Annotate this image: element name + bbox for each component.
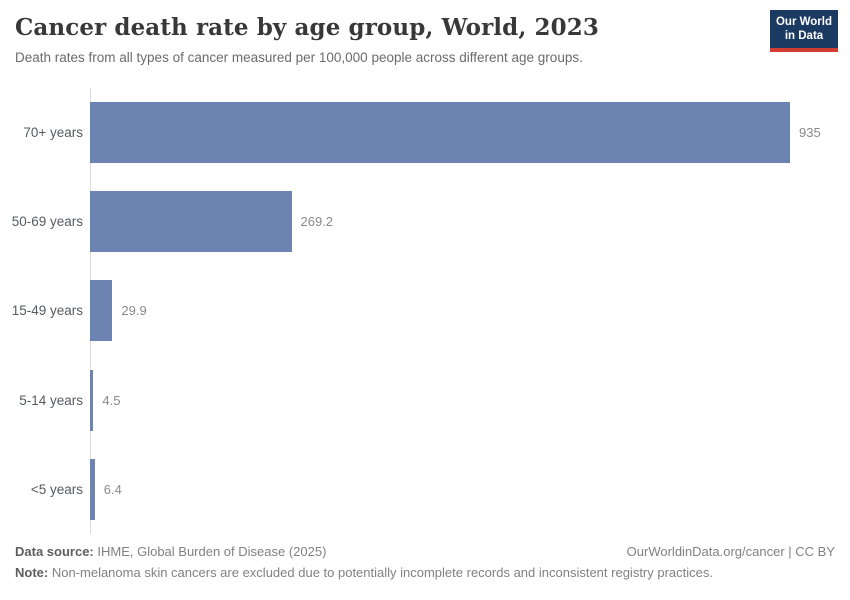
bar[interactable]	[90, 369, 94, 431]
bar[interactable]	[90, 458, 95, 520]
owid-logo-line2: in Data	[784, 30, 824, 42]
value-label: 6.4	[103, 481, 122, 497]
chart-title: Cancer death rate by age group, World, 2…	[15, 14, 599, 41]
bar-track: 6.4	[90, 445, 850, 534]
bar-track: 269.2	[90, 177, 850, 266]
chart-subtitle: Death rates from all types of cancer mea…	[15, 50, 583, 65]
category-label: <5 years	[30, 481, 83, 497]
bar-track: 4.5	[90, 356, 850, 445]
chart-header: Cancer death rate by age group, World, 2…	[15, 14, 835, 65]
footer-source-line: Data source: IHME, Global Burden of Dise…	[15, 544, 835, 559]
owid-logo-line1: Our World	[775, 16, 832, 28]
owid-logo[interactable]: Our World in Data	[770, 10, 838, 52]
note-text: Non-melanoma skin cancers are excluded d…	[48, 565, 713, 580]
bar-row: 70+ years 935	[0, 88, 850, 177]
footer-note-line: Note: Non-melanoma skin cancers are excl…	[15, 565, 835, 580]
bar-row: 5-14 years 4.5	[0, 356, 850, 445]
value-label: 4.5	[102, 392, 121, 408]
bar[interactable]	[90, 280, 113, 342]
bar-chart: 70+ years 935 50-69 years 269.2 15-49 ye…	[0, 88, 850, 534]
bar-row: <5 years 6.4	[0, 445, 850, 534]
owid-cc-link[interactable]: OurWorldinData.org/cancer | CC BY	[626, 544, 835, 559]
category-label: 50-69 years	[11, 214, 83, 230]
bar-row: 15-49 years 29.9	[0, 266, 850, 355]
bar-track: 29.9	[90, 266, 850, 355]
data-source: Data source: IHME, Global Burden of Dise…	[15, 544, 326, 559]
value-label: 269.2	[300, 214, 334, 230]
bar-row: 50-69 years 269.2	[0, 177, 850, 266]
chart-footer: Data source: IHME, Global Burden of Dise…	[15, 544, 835, 580]
value-label: 935	[799, 125, 821, 141]
category-label: 15-49 years	[11, 303, 83, 319]
bar[interactable]	[90, 191, 292, 253]
bar[interactable]	[90, 102, 790, 164]
data-source-text: IHME, Global Burden of Disease (2025)	[93, 544, 327, 559]
value-label: 29.9	[121, 303, 147, 319]
category-label: 5-14 years	[19, 392, 83, 408]
bar-track: 935	[90, 88, 850, 177]
data-source-label: Data source:	[15, 544, 94, 559]
category-label: 70+ years	[23, 125, 83, 141]
note-label: Note:	[15, 565, 49, 580]
